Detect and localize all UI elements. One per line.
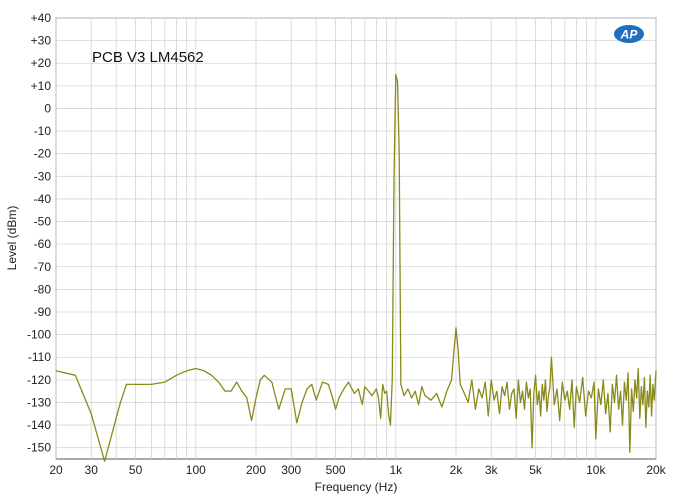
y-axis-ticks: +40 +30 +20 +10 0 -10 -20 -30 -40 -50 -60 -70 -80 -90… — [27, 11, 51, 455]
ap-logo-badge — [614, 25, 644, 43]
y-tick-label: -60 — [34, 237, 52, 251]
chart-title: PCB V3 LM4562 — [92, 49, 204, 66]
y-tick-label: -120 — [27, 373, 51, 387]
y-tick-label: -110 — [28, 350, 51, 364]
x-tick-label: 20k — [646, 463, 666, 477]
x-axis-ticks: 20 30 50 100 200 300 500 1k 2k 3k 5k 10k 20k — [49, 463, 666, 477]
y-axis-label: Level (dBm) — [5, 206, 19, 271]
x-tick-label: 200 — [246, 463, 266, 477]
x-tick-label: 1k — [389, 463, 403, 477]
y-tick-label: -130 — [27, 395, 51, 409]
x-tick-label: 100 — [186, 463, 206, 477]
grid — [55, 17, 657, 459]
y-tick-label: +40 — [31, 11, 52, 25]
y-tick-label: 0 — [44, 101, 51, 115]
y-tick-label: -80 — [34, 282, 52, 296]
series-line — [55, 73, 657, 462]
x-tick-label: 20 — [49, 463, 63, 477]
y-tick-label: -20 — [34, 147, 52, 161]
y-tick-label: -100 — [27, 328, 51, 342]
y-tick-label: -10 — [34, 124, 52, 138]
x-tick-label: 3k — [485, 463, 499, 477]
series-group — [55, 73, 657, 462]
plot-area — [55, 17, 657, 460]
x-tick-label: 2k — [450, 463, 464, 477]
y-tick-label: -140 — [27, 418, 51, 432]
y-tick-label: +10 — [31, 79, 52, 93]
y-tick-label: -30 — [34, 169, 52, 183]
x-tick-label: 10k — [586, 463, 606, 477]
ap-logo-text: AP — [620, 28, 639, 42]
x-tick-label: 30 — [85, 463, 99, 477]
x-axis-label: Frequency (Hz) — [315, 480, 398, 494]
x-tick-label: 500 — [326, 463, 346, 477]
x-tick-label: 5k — [529, 463, 543, 477]
y-tick-label: -50 — [34, 215, 52, 229]
y-tick-label: -40 — [34, 192, 52, 206]
y-tick-label: -150 — [27, 441, 51, 455]
y-tick-label: +30 — [31, 34, 52, 48]
y-tick-label: -70 — [34, 260, 52, 274]
ap-logo: AP — [614, 25, 644, 43]
x-tick-label: 50 — [129, 463, 143, 477]
y-tick-label: +20 — [31, 56, 52, 70]
y-tick-label: -90 — [34, 305, 52, 319]
x-tick-label: 300 — [281, 463, 301, 477]
